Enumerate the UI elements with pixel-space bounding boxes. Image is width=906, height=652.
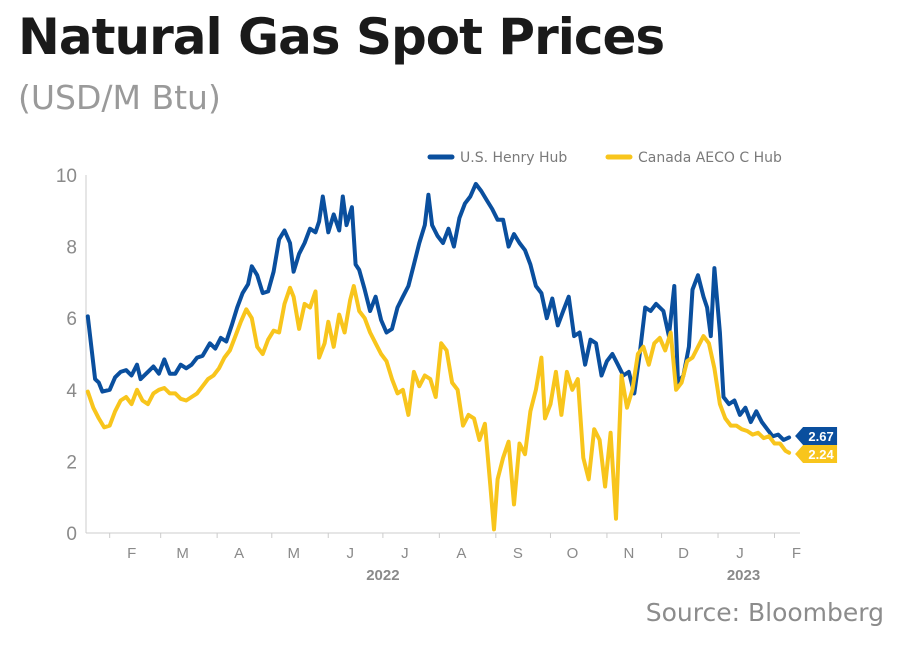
y-tick-label: 2 [66,452,77,473]
x-axis: F M A M J J A S O N D J F 2022 2023 [86,532,801,584]
y-tick-label: 6 [66,309,77,330]
x-tick-label: M [288,545,301,562]
series-line-1 [85,284,792,532]
x-tick-label: O [567,545,579,562]
end-label-tag-0 [795,427,838,445]
x-tick-label: J [347,545,355,562]
year-label: 2022 [366,567,399,584]
source-note: Source: Bloomberg [645,598,884,627]
end-label-tag-1 [795,445,838,463]
x-tick-label: F [792,545,801,562]
end-labels: 2.67 2.24 [795,427,838,463]
y-tick-label: 0 [66,524,77,545]
year-label: 2023 [727,567,760,584]
chart-subtitle: (USD/M Btu) [18,78,221,117]
y-tick-label: 4 [66,381,77,402]
x-tick-label: A [456,545,466,562]
end-label-value-1: 2.24 [808,447,834,462]
series-line-0 [85,181,792,442]
y-tick-label: 10 [56,166,77,187]
series-layer [85,181,792,532]
end-label-value-0: 2.67 [808,429,833,444]
x-tick-label: M [176,545,189,562]
x-tick-label: A [234,545,244,562]
x-tick-label: J [401,545,409,562]
legend-label-1: Canada AECO C Hub [638,150,782,166]
x-tick-label: S [513,545,523,562]
chart-title: Natural Gas Spot Prices [18,8,665,66]
legend: U.S. Henry Hub Canada AECO C Hub [427,150,782,166]
y-tick-label: 8 [66,238,77,259]
legend-label-0: U.S. Henry Hub [460,150,567,166]
x-tick-label: J [736,545,744,562]
x-tick-label: D [678,545,689,562]
x-tick-label: N [624,545,635,562]
y-axis: 0 2 4 6 8 10 [56,166,87,545]
x-tick-label: F [127,545,136,562]
